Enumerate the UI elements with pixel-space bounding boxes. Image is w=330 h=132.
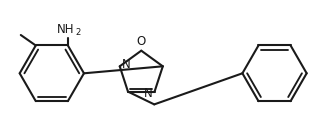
Text: NH: NH bbox=[57, 23, 75, 36]
Text: O: O bbox=[137, 35, 146, 48]
Text: N: N bbox=[121, 58, 130, 71]
Text: N: N bbox=[144, 87, 153, 100]
Text: 2: 2 bbox=[76, 28, 81, 37]
